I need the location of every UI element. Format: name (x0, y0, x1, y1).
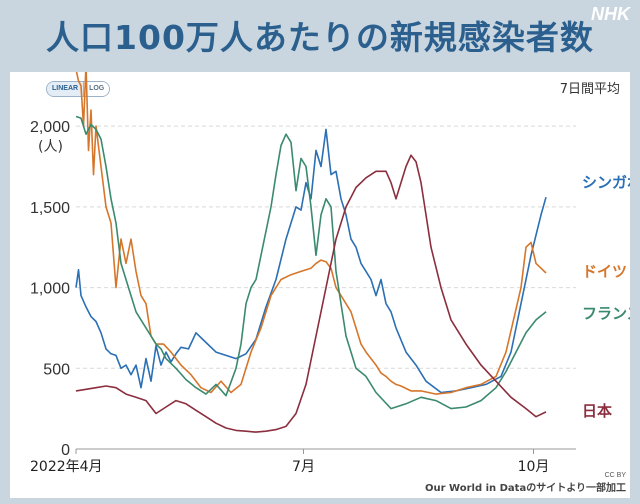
x-tick-label: 7月 (292, 459, 315, 475)
linear-button[interactable]: LINEAR (47, 82, 85, 96)
x-axis: 2022年4月 7月 10月 (30, 448, 576, 475)
source-label: Our World in Dataのサイトより一部加工 (425, 483, 626, 494)
y-axis: 0 500 1,000 1,500 2,000 (30, 119, 70, 459)
series-label-japan: 日本 (582, 402, 612, 420)
series-labels: シンガポールドイツフランス日本 (582, 174, 630, 420)
log-button[interactable]: LOG (84, 82, 110, 96)
y-tick-label: 1,000 (30, 281, 70, 298)
y-unit-label: (人) (38, 139, 63, 155)
line-chart: 0 500 1,000 1,500 2,000 2022年4月 7月 10月 シンガポールド… (30, 72, 630, 475)
x-tick-label: 10月 (518, 459, 550, 475)
y-tick-label: 0 (61, 442, 70, 459)
series-label-france: フランス (582, 304, 630, 322)
series-line-japan (75, 154, 547, 433)
x-tick-label: 2022年4月 (30, 459, 103, 475)
credits: CC BY Our World in Dataのサイトより一部加工 (425, 472, 626, 494)
y-tick-label: 2,000 (30, 119, 70, 136)
scale-toggle[interactable]: LINEAR LOG (46, 81, 111, 97)
license-label: CC BY (604, 472, 626, 479)
series-line-singapore (75, 128, 547, 394)
series-label-germany: ドイツ (582, 262, 627, 280)
series-line-france (75, 115, 547, 410)
series-line-germany (75, 72, 547, 395)
nhk-logo: NHK (591, 4, 630, 24)
series-lines (75, 72, 547, 433)
average-period-label: 7日間平均 (559, 82, 620, 97)
page-title: 人口100万人あたりの新規感染者数 (46, 18, 594, 57)
title-bar: 人口100万人あたりの新規感染者数 (0, 0, 640, 70)
y-tick-label: 1,500 (30, 200, 70, 217)
chart-panel: LINEAR LOG 7日間平均 (人) 0 500 1,000 1,500 2,000… (10, 72, 630, 498)
y-tick-label: 500 (43, 361, 70, 378)
series-label-singapore: シンガポール (582, 174, 630, 192)
